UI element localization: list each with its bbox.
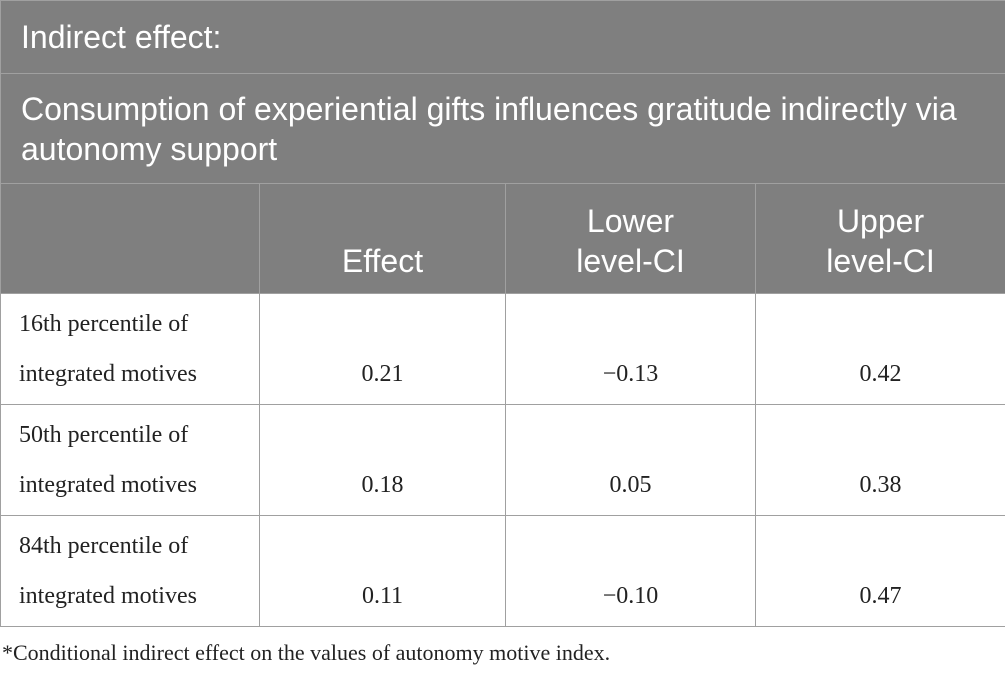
effect-value: 0.11: [259, 515, 506, 627]
lower-ci-value: −0.10: [505, 515, 756, 627]
column-header-upper-ci-label: Upper level-CI: [826, 203, 935, 279]
table-title: Indirect effect:: [0, 0, 1005, 74]
table-row: 16th percentile of integrated motives 0.…: [0, 293, 1005, 405]
lower-ci-value: −0.13: [505, 293, 756, 405]
table-row: 84th percentile of integrated motives 0.…: [0, 515, 1005, 627]
row-label: 16th percentile of integrated motives: [0, 293, 260, 405]
row-label: 84th percentile of integrated motives: [0, 515, 260, 627]
column-header-lower-ci-label: Lower level-CI: [576, 203, 685, 279]
effect-value: 0.21: [259, 293, 506, 405]
effect-value: 0.18: [259, 404, 506, 516]
column-header-lower-ci: Lower level-CI: [505, 183, 756, 294]
table-subtitle: Consumption of experiential gifts influe…: [0, 73, 1005, 184]
column-header-blank: [0, 183, 260, 294]
row-label: 50th percentile of integrated motives: [0, 404, 260, 516]
lower-ci-value: 0.05: [505, 404, 756, 516]
table-row: 50th percentile of integrated motives 0.…: [0, 404, 1005, 516]
column-header-upper-ci: Upper level-CI: [754, 183, 1005, 294]
upper-ci-value: 0.47: [754, 515, 1005, 627]
column-header-effect: Effect: [259, 183, 506, 294]
upper-ci-value: 0.38: [754, 404, 1005, 516]
upper-ci-value: 0.42: [754, 293, 1005, 405]
table-footnote: *Conditional indirect effect on the valu…: [2, 640, 611, 665]
indirect-effect-table: Indirect effect: Consumption of experien…: [0, 0, 1005, 627]
